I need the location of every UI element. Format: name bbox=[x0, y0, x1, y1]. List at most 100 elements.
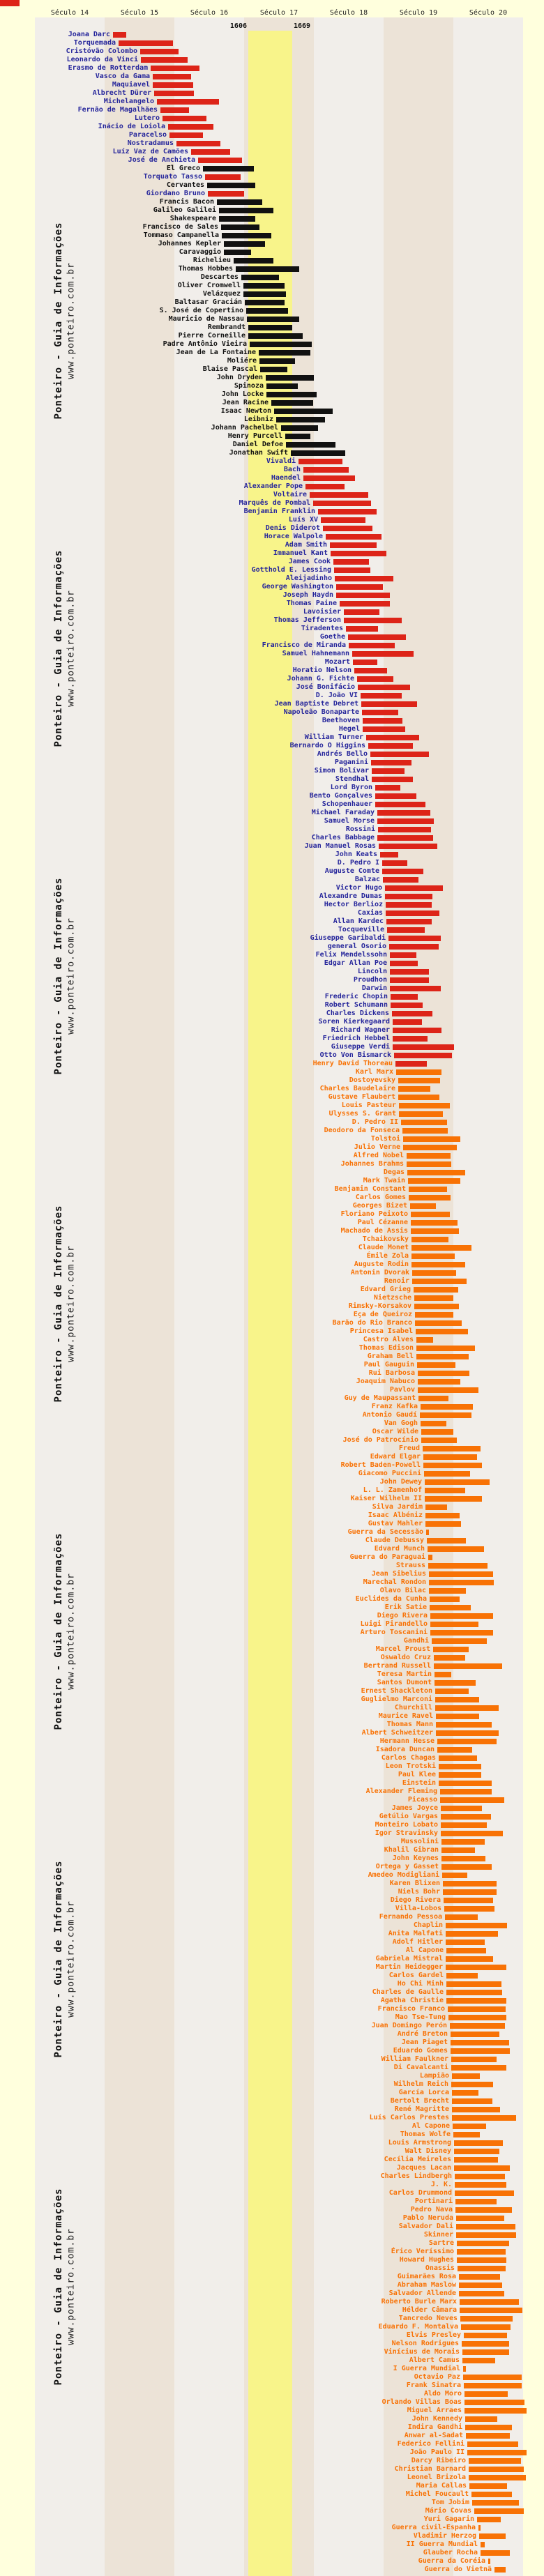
timeline-row-label[interactable]: Carlos Chagas bbox=[381, 1754, 436, 1762]
timeline-row-label[interactable]: Benjamin Franklin bbox=[243, 508, 315, 515]
timeline-row-label[interactable]: Francisco de Miranda bbox=[262, 641, 346, 649]
timeline-row-label[interactable]: Samuel Morse bbox=[324, 817, 375, 825]
timeline-row-label[interactable]: Paul Gauguin bbox=[363, 1361, 414, 1369]
timeline-row-label[interactable]: Georges Bizet bbox=[352, 1202, 407, 1210]
timeline-row-label[interactable]: Galileo Galilei bbox=[153, 206, 216, 214]
timeline-row-label[interactable]: Felix Mendelssohn bbox=[315, 951, 387, 959]
timeline-row-label[interactable]: Proudhon bbox=[353, 976, 387, 984]
timeline-row-label[interactable]: Maquiavel bbox=[112, 81, 150, 89]
timeline-row-label[interactable]: Carlos Gomes bbox=[355, 1194, 406, 1201]
timeline-row-label[interactable]: Richard Wagner bbox=[331, 1026, 390, 1034]
timeline-row-label[interactable]: Thomas Mann bbox=[386, 1721, 433, 1728]
timeline-row-label[interactable]: II Guerra Mundial bbox=[406, 2540, 478, 2548]
timeline-row-label[interactable]: John Keynes bbox=[392, 1854, 439, 1862]
timeline-row-label[interactable]: Guy de Maupassant bbox=[344, 1394, 416, 1402]
timeline-row-label[interactable]: Rimsky-Korsakov bbox=[348, 1302, 411, 1310]
timeline-row-label[interactable]: Miguel Arraes bbox=[407, 2407, 462, 2414]
timeline-row-label[interactable]: Princesa Isabel bbox=[349, 1327, 413, 1335]
timeline-row-label[interactable]: Paul Klee bbox=[398, 1771, 436, 1778]
timeline-row-label[interactable]: Luís XV bbox=[288, 516, 318, 524]
timeline-row-label[interactable]: Joseph Haydn bbox=[282, 591, 333, 599]
timeline-row-label[interactable]: Cervantes bbox=[166, 181, 204, 189]
timeline-row-label[interactable]: Guerra do Vietnã bbox=[424, 2566, 492, 2573]
timeline-row-label[interactable]: Johann Pachelbel bbox=[211, 424, 278, 432]
timeline-row-label[interactable]: Antonio Gaudí bbox=[362, 1411, 417, 1419]
timeline-row-label[interactable]: Karen Blixen bbox=[389, 1880, 440, 1887]
timeline-row-label[interactable]: Robert Schumann bbox=[324, 1001, 388, 1009]
timeline-row-label[interactable]: Picasso bbox=[407, 1796, 437, 1804]
timeline-row-label[interactable]: Tiradentes bbox=[301, 625, 343, 632]
timeline-row-label[interactable]: Charles de Gaulle bbox=[372, 1988, 444, 1996]
timeline-row-label[interactable]: Thomas Paine bbox=[286, 600, 337, 607]
timeline-row-label[interactable]: Cecília Meireles bbox=[384, 2156, 451, 2163]
timeline-row-label[interactable]: Bertrand Russell bbox=[363, 1662, 431, 1670]
timeline-row-label[interactable]: Haendel bbox=[271, 474, 301, 482]
timeline-row-label[interactable]: John Dewey bbox=[379, 1478, 422, 1486]
timeline-row-label[interactable]: Bertolt Brecht bbox=[390, 2097, 449, 2105]
timeline-row-label[interactable]: Horatio Nelson bbox=[292, 666, 352, 674]
timeline-row-label[interactable]: Gustav Mahler bbox=[368, 1520, 423, 1527]
timeline-row-label[interactable]: Joana Darc bbox=[68, 31, 110, 38]
timeline-row-label[interactable]: Joaquim Nabuco bbox=[356, 1378, 415, 1385]
timeline-row-label[interactable]: Luíz Vaz de Camões bbox=[112, 148, 188, 155]
timeline-row-label[interactable]: Glauber Rocha bbox=[423, 2549, 478, 2556]
timeline-row-label[interactable]: Getúlio Vargas bbox=[379, 1813, 438, 1820]
timeline-row-label[interactable]: Eduardo Gomes bbox=[393, 2047, 448, 2055]
timeline-row-label[interactable]: Vinícius de Morais bbox=[384, 2348, 460, 2356]
timeline-row-label[interactable]: Darcy Ribeiro bbox=[411, 2457, 466, 2464]
timeline-row-label[interactable]: Juan Manuel Rosas bbox=[304, 842, 376, 850]
timeline-row-label[interactable]: Rembrandt bbox=[207, 323, 245, 331]
timeline-row-label[interactable]: Lincoln bbox=[357, 968, 387, 975]
timeline-row-label[interactable]: Paracelso bbox=[128, 131, 167, 139]
timeline-row-label[interactable]: Rossini bbox=[345, 825, 375, 833]
timeline-row-label[interactable]: Carlos Gardel bbox=[388, 1972, 444, 1979]
timeline-row-label[interactable]: Maria Callas bbox=[416, 2482, 467, 2490]
timeline-row-label[interactable]: Gabriela Mistral bbox=[375, 1955, 443, 1963]
timeline-row-label[interactable]: Martin Heidegger bbox=[375, 1963, 443, 1971]
timeline-row-label[interactable]: Oswaldo Cruz bbox=[380, 1654, 431, 1661]
timeline-row-label[interactable]: Igor Stravinsky bbox=[375, 1829, 438, 1837]
timeline-row-label[interactable]: Castro Alves bbox=[363, 1336, 414, 1343]
timeline-row-label[interactable]: Henry Purcell bbox=[227, 432, 282, 440]
timeline-row-label[interactable]: L. L. Zamenhof bbox=[363, 1486, 422, 1494]
timeline-row-label[interactable]: Jonathan Swift bbox=[229, 449, 288, 457]
timeline-row-label[interactable]: Jean de La Fontaine bbox=[176, 349, 256, 356]
timeline-row-label[interactable]: Nostradamus bbox=[127, 139, 174, 147]
timeline-row-label[interactable]: Thomas Jefferson bbox=[273, 616, 341, 624]
timeline-row-label[interactable]: Caxias bbox=[357, 909, 383, 917]
timeline-row-label[interactable]: Charles Dickens bbox=[326, 1009, 389, 1017]
timeline-row-label[interactable]: Yuri Gagarin bbox=[423, 2515, 474, 2523]
timeline-row-label[interactable]: Guglielmo Marconi bbox=[361, 1695, 432, 1703]
timeline-row-label[interactable]: Teresa Martin bbox=[377, 1670, 432, 1678]
timeline-row-label[interactable]: Jean Sibelius bbox=[371, 1570, 426, 1578]
timeline-row-label[interactable]: Pavlov bbox=[389, 1386, 415, 1394]
timeline-row-label[interactable]: J. K. bbox=[430, 2181, 452, 2188]
timeline-row-label[interactable]: Stendhal bbox=[335, 775, 369, 783]
timeline-row-label[interactable]: John Kennedy bbox=[411, 2415, 462, 2423]
timeline-row-label[interactable]: Antonin Dvorak bbox=[350, 1269, 409, 1276]
timeline-row-label[interactable]: Marquês de Pombal bbox=[239, 499, 310, 507]
timeline-row-label[interactable]: Salvador Dali bbox=[398, 2223, 453, 2230]
timeline-row-label[interactable]: Thomas Wolfe bbox=[400, 2131, 451, 2138]
timeline-row-label[interactable]: Balzac bbox=[354, 876, 380, 883]
timeline-row-label[interactable]: Maurice Ravel bbox=[378, 1712, 433, 1720]
timeline-row-label[interactable]: Jean Piaget bbox=[401, 2038, 448, 2046]
timeline-row-label[interactable]: Di Cavalcanti bbox=[393, 2064, 448, 2071]
timeline-row-label[interactable]: Richelieu bbox=[192, 257, 231, 264]
timeline-row-label[interactable]: Charles Lindbergh bbox=[380, 2172, 452, 2180]
timeline-row-label[interactable]: Eduardo F. Montalva bbox=[378, 2323, 458, 2331]
timeline-row-label[interactable]: Deodoro da Fonseca bbox=[324, 1127, 400, 1134]
timeline-row-label[interactable]: Francis Bacon bbox=[159, 198, 214, 206]
timeline-row-label[interactable]: Torquemada bbox=[73, 39, 116, 47]
timeline-row-label[interactable]: John Locke bbox=[221, 390, 264, 398]
timeline-row-label[interactable]: James Cook bbox=[288, 558, 331, 565]
timeline-row-label[interactable]: D. João VI bbox=[315, 692, 358, 699]
timeline-row-label[interactable]: Henry David Thoreau bbox=[312, 1060, 393, 1067]
timeline-row-label[interactable]: Beethoven bbox=[322, 717, 360, 724]
timeline-row-label[interactable]: Tancredo Neves bbox=[398, 2315, 458, 2322]
timeline-row-label[interactable]: Lavoisier bbox=[303, 608, 341, 616]
timeline-row-label[interactable]: Pierre Corneille bbox=[178, 332, 245, 340]
timeline-row-label[interactable]: Julio Verne bbox=[354, 1143, 400, 1151]
timeline-row-label[interactable]: Guimarães Rosa bbox=[397, 2273, 456, 2280]
timeline-row-label[interactable]: Eça de Queiroz bbox=[353, 1311, 412, 1318]
